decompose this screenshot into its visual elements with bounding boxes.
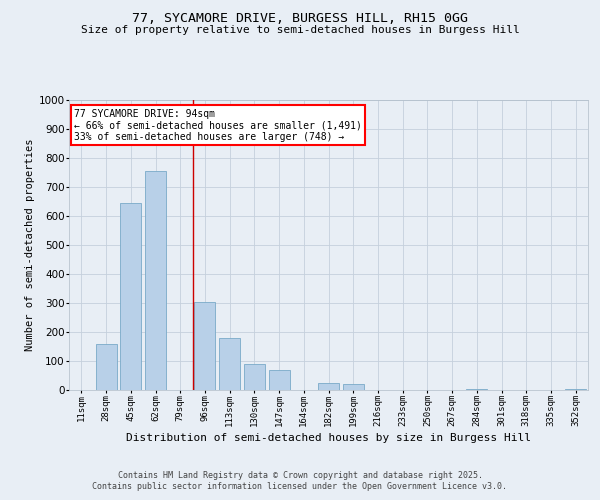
Bar [318,383,339,390]
Bar [343,384,364,390]
Bar [194,302,215,390]
Bar [145,171,166,390]
Bar [244,364,265,390]
X-axis label: Distribution of semi-detached houses by size in Burgess Hill: Distribution of semi-detached houses by … [126,434,531,444]
Bar [120,203,141,390]
Text: Size of property relative to semi-detached houses in Burgess Hill: Size of property relative to semi-detach… [80,25,520,35]
Bar [269,370,290,390]
Text: Contains HM Land Registry data © Crown copyright and database right 2025.: Contains HM Land Registry data © Crown c… [118,471,482,480]
Text: 77 SYCAMORE DRIVE: 94sqm
← 66% of semi-detached houses are smaller (1,491)
33% o: 77 SYCAMORE DRIVE: 94sqm ← 66% of semi-d… [74,108,362,142]
Bar [565,388,586,390]
Text: Contains public sector information licensed under the Open Government Licence v3: Contains public sector information licen… [92,482,508,491]
Y-axis label: Number of semi-detached properties: Number of semi-detached properties [25,138,35,352]
Text: 77, SYCAMORE DRIVE, BURGESS HILL, RH15 0GG: 77, SYCAMORE DRIVE, BURGESS HILL, RH15 0… [132,12,468,26]
Bar [219,338,240,390]
Bar [95,344,116,390]
Bar [466,388,487,390]
